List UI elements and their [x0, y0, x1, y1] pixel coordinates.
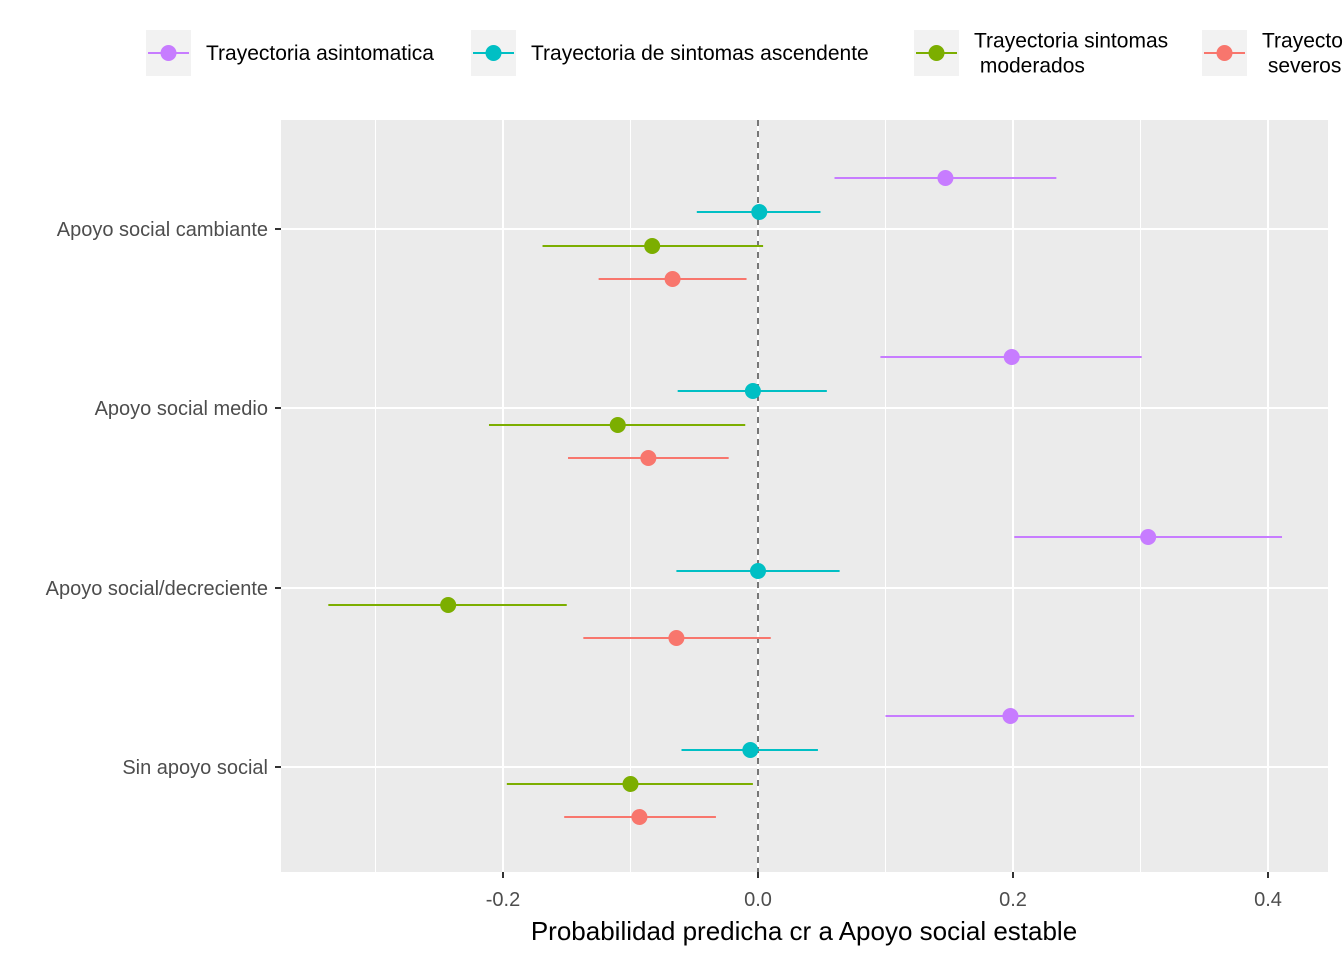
data-point — [937, 170, 954, 186]
x-tick-label: 0.4 — [1254, 889, 1282, 911]
legend-item-1: Trayectoria de sintomas ascendente — [471, 30, 869, 76]
legend-item-2: Trayectoria sintomas moderados — [914, 30, 1168, 78]
x-axis: -0.2 0.0 0.2 0.4 — [486, 872, 1282, 911]
series-3 — [564, 271, 771, 825]
x-tick-label: 0.0 — [744, 889, 772, 911]
legend-label: Trayectoria de sintomas ascendente — [531, 42, 869, 65]
legend-label: Trayectoria asintomatica — [206, 42, 434, 65]
data-point — [744, 383, 761, 399]
data-point — [664, 271, 681, 287]
x-axis-title: Probabilidad predicha cr a Apoyo social … — [531, 916, 1077, 946]
data-point — [644, 238, 661, 254]
y-tick-label: Apoyo social/decreciente — [46, 578, 268, 600]
gridlines — [281, 120, 1328, 872]
data-point — [1002, 708, 1019, 724]
y-tick-label: Apoyo social cambiante — [57, 219, 268, 241]
data-point — [742, 742, 759, 758]
data-point — [751, 204, 768, 220]
y-axis: Apoyo social cambiante Apoyo social medio… — [46, 219, 281, 779]
data-point — [1003, 349, 1020, 365]
data-marks — [328, 170, 1283, 825]
data-point — [631, 809, 648, 825]
legend-item-3: Trayectoria sintomas severos — [1202, 30, 1344, 78]
series-1 — [676, 204, 840, 758]
legend-label: Trayectoria sintomas severos — [1262, 30, 1344, 78]
y-tick-label: Apoyo social medio — [95, 398, 268, 420]
legend-key-point — [160, 45, 177, 61]
plot-panel — [281, 120, 1328, 872]
series-2 — [328, 238, 764, 792]
data-point — [440, 597, 457, 613]
legend-key-point — [485, 45, 502, 61]
y-tick-label: Sin apoyo social — [122, 757, 268, 779]
x-tick-label: -0.2 — [486, 889, 520, 911]
legend: Trayectoria asintomatica Trayectoria de s… — [146, 30, 1344, 78]
data-point — [668, 630, 685, 646]
legend-key-point — [928, 45, 945, 61]
legend-label: Trayectoria sintomas moderados — [974, 30, 1168, 78]
x-tick-label: 0.2 — [999, 889, 1027, 911]
data-point — [750, 563, 766, 579]
legend-item-0: Trayectoria asintomatica — [146, 30, 434, 76]
data-point — [622, 776, 639, 792]
legend-key-point — [1216, 45, 1233, 61]
data-point — [609, 417, 626, 433]
series-0 — [834, 170, 1283, 724]
data-point — [640, 450, 657, 466]
data-point — [1140, 529, 1157, 545]
